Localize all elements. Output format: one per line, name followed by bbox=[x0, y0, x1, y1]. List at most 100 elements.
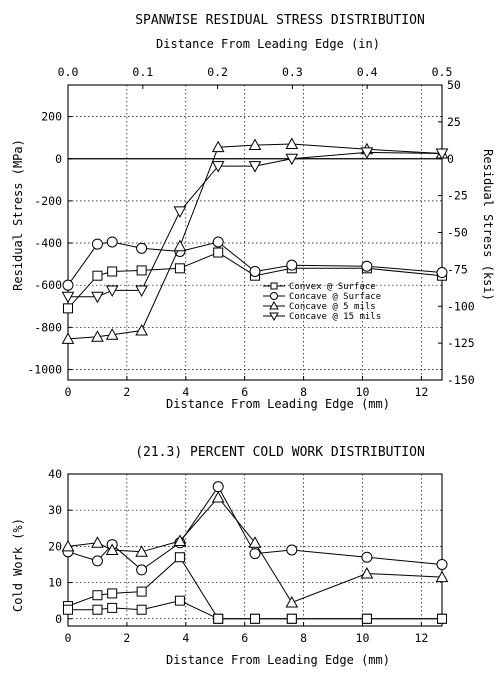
data-point bbox=[360, 147, 374, 159]
data-point bbox=[92, 270, 103, 281]
data-point bbox=[91, 238, 103, 250]
data-point bbox=[173, 239, 187, 252]
series-line bbox=[67, 556, 442, 620]
series-line bbox=[68, 600, 442, 620]
data-point bbox=[211, 140, 225, 153]
data-point bbox=[136, 242, 148, 254]
chart2-x-axis-label: Distance From Leading Edge (mm) bbox=[166, 653, 390, 667]
chart1-series-1 bbox=[62, 236, 448, 291]
chart1-x-tick-label: 2 bbox=[123, 385, 130, 399]
data-point bbox=[248, 138, 262, 151]
data-point bbox=[91, 536, 104, 548]
data-point bbox=[174, 552, 185, 563]
series-line bbox=[67, 496, 443, 604]
chart1-right-tick-label: 25 bbox=[447, 115, 461, 129]
chart1-right-tick-label: -100 bbox=[447, 299, 475, 313]
series-line bbox=[67, 485, 443, 571]
data-point bbox=[92, 590, 103, 601]
chart1-top-axis-label: Distance From Leading Edge (in) bbox=[156, 37, 380, 51]
data-point bbox=[248, 161, 262, 173]
chart2-series-0 bbox=[63, 552, 447, 624]
data-point bbox=[213, 613, 224, 624]
chart1-right-tick-label: -25 bbox=[447, 189, 468, 203]
chart1-top-tick-label: 0.1 bbox=[132, 65, 153, 79]
chart1-series-0 bbox=[63, 247, 447, 314]
chart1-x-tick-label: 4 bbox=[182, 385, 189, 399]
data-point bbox=[174, 263, 185, 274]
data-point bbox=[61, 291, 75, 304]
chart2-x-tick-label: 12 bbox=[414, 631, 428, 645]
residual-stress-chart: SPANWISE RESIDUAL STRESS DISTRIBUTION Di… bbox=[11, 13, 495, 411]
data-point bbox=[135, 285, 148, 297]
data-point bbox=[286, 259, 298, 271]
data-point bbox=[436, 558, 448, 570]
legend-label: Concave @ 15 mils bbox=[289, 312, 381, 322]
chart1-top-tick-label: 0.2 bbox=[207, 65, 228, 79]
data-point bbox=[286, 544, 298, 556]
chart1-y-tick-label: 200 bbox=[41, 110, 62, 124]
data-point bbox=[135, 323, 148, 336]
chart2-series-1 bbox=[63, 595, 447, 624]
data-point bbox=[91, 291, 104, 304]
data-point bbox=[211, 161, 225, 173]
chart1-top-tick-label: 0.0 bbox=[58, 65, 79, 79]
data-point bbox=[173, 206, 187, 218]
data-point bbox=[212, 481, 224, 493]
data-point bbox=[136, 604, 147, 615]
data-point bbox=[436, 267, 448, 279]
legend-label: Concave @ 5 mils bbox=[289, 302, 376, 312]
data-point bbox=[92, 604, 103, 615]
chart1-x-tick-label: 0 bbox=[65, 385, 72, 399]
chart2-x-tick-label: 2 bbox=[123, 631, 130, 645]
chart2-y-tick-label: 10 bbox=[48, 576, 62, 590]
chart1-right-axis-label: Residual Stress (ksi) bbox=[481, 149, 495, 301]
data-point bbox=[250, 613, 260, 624]
data-point bbox=[174, 595, 185, 606]
data-point bbox=[213, 247, 224, 258]
data-point bbox=[136, 265, 147, 276]
data-point bbox=[286, 613, 297, 624]
chart2-y-axis-label: Cold Work (%) bbox=[11, 518, 25, 612]
series-line bbox=[68, 151, 443, 298]
chart2-x-tick-label: 6 bbox=[241, 631, 248, 645]
data-point bbox=[91, 330, 104, 342]
chart2-grid bbox=[68, 474, 442, 626]
chart1-top-tick-label: 0.3 bbox=[282, 65, 303, 79]
chart1-right-tick-label: -125 bbox=[447, 336, 475, 350]
chart1-top-tick-label: 0.5 bbox=[432, 65, 453, 79]
data-point bbox=[107, 602, 118, 613]
data-point bbox=[62, 279, 74, 291]
series-line bbox=[67, 143, 443, 340]
chart2-series-2 bbox=[62, 481, 448, 576]
chart1-y-axis-label: Residual Stress (MPa) bbox=[11, 139, 25, 291]
data-point bbox=[248, 536, 262, 548]
data-point bbox=[212, 236, 224, 248]
chart1-y-tick-label: -1000 bbox=[27, 362, 62, 376]
data-point bbox=[136, 586, 147, 597]
chart1-x-tick-label: 12 bbox=[414, 385, 428, 399]
chart1-series bbox=[61, 137, 449, 344]
chart1-right-tick-label: -150 bbox=[447, 373, 475, 387]
data-point bbox=[173, 534, 187, 546]
data-point bbox=[136, 564, 148, 576]
data-point bbox=[135, 545, 148, 557]
chart2-y-tick-label: 40 bbox=[48, 467, 62, 481]
chart2-x-tick-label: 10 bbox=[356, 631, 370, 645]
data-point bbox=[61, 539, 75, 552]
chart2-y-tick-label: 0 bbox=[55, 612, 62, 626]
chart1-x-axis-label: Distance From Leading Edge (mm) bbox=[166, 397, 390, 411]
data-point bbox=[249, 548, 261, 560]
data-point bbox=[63, 303, 73, 314]
data-point bbox=[106, 236, 118, 248]
data-point bbox=[361, 551, 373, 563]
chart1-frame bbox=[67, 84, 443, 381]
series-line bbox=[67, 241, 443, 286]
data-point bbox=[107, 266, 118, 277]
data-point bbox=[105, 543, 119, 555]
data-point bbox=[285, 137, 299, 149]
legend-marker bbox=[270, 292, 278, 300]
data-point bbox=[361, 613, 372, 624]
chart2-x-tick-label: 0 bbox=[65, 631, 72, 645]
